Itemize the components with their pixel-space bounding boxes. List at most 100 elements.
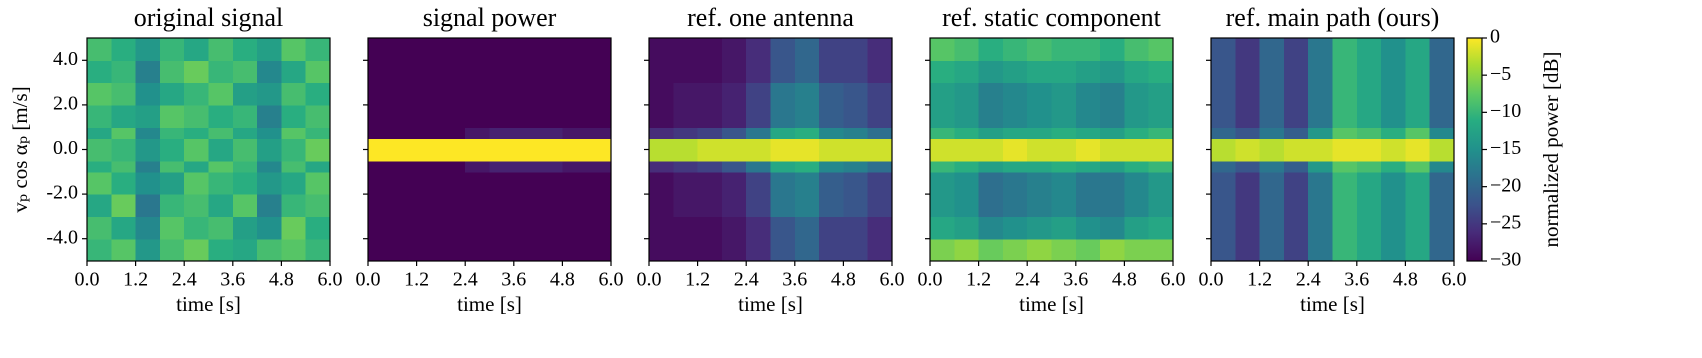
heatmap-cell <box>697 194 723 217</box>
heatmap-cell <box>1429 238 1455 262</box>
x-tick-label: 6.0 <box>318 269 343 291</box>
heatmap-cell <box>794 82 820 106</box>
heatmap-cell <box>1002 171 1028 195</box>
heatmap-cell <box>954 82 980 106</box>
heatmap-cell <box>1259 160 1285 173</box>
heatmap-cell <box>746 104 772 128</box>
x-tick-label: 4.8 <box>831 269 856 291</box>
heatmap-cell <box>819 138 844 162</box>
heatmap-cell <box>305 38 331 61</box>
heatmap-cell <box>135 238 161 262</box>
heatmap-cell <box>1356 138 1382 162</box>
heatmap-cell <box>673 160 699 173</box>
heatmap-cell <box>978 38 1004 61</box>
heatmap-cell <box>538 238 563 262</box>
heatmap-cell <box>440 216 466 240</box>
heatmap-cell <box>232 160 258 173</box>
heatmap-cell <box>513 82 539 106</box>
heatmap-cell <box>954 38 980 61</box>
heatmap-cell <box>1332 38 1358 61</box>
heatmap-cell <box>794 127 820 139</box>
heatmap-cell <box>1051 60 1077 84</box>
x-tick-label: 2.4 <box>1296 269 1321 291</box>
heatmap-cell <box>1308 216 1334 240</box>
heatmap-cell <box>1356 38 1382 61</box>
heatmap-cell <box>281 216 307 240</box>
heatmap-cell <box>1148 38 1174 61</box>
heatmap-cell <box>1027 104 1053 128</box>
heatmap-cell <box>673 238 699 262</box>
heatmap-cell <box>1124 104 1150 128</box>
heatmap-cell <box>1027 138 1053 162</box>
heatmap-cell <box>770 60 796 84</box>
heatmap-cell <box>1356 104 1382 128</box>
heatmap-cell <box>1259 127 1285 139</box>
heatmap-cell <box>465 127 491 139</box>
heatmap-cell <box>954 60 980 84</box>
heatmap-cell <box>87 38 112 61</box>
heatmap-cell <box>184 194 210 217</box>
heatmap-cell <box>1332 216 1358 240</box>
heatmap-cell <box>111 171 137 195</box>
heatmap-cell <box>746 194 772 217</box>
heatmap-cell <box>843 82 869 106</box>
heatmap-cell <box>978 82 1004 106</box>
heatmap-cell <box>1356 82 1382 106</box>
heatmap-cell <box>1405 160 1431 173</box>
heatmap-cell <box>562 60 588 84</box>
heatmap-cell <box>1075 82 1101 106</box>
heatmap-cell <box>649 216 674 240</box>
colorbar-tick-label: −10 <box>1490 100 1521 122</box>
heatmap-cell <box>135 138 161 162</box>
heatmap-cell <box>1429 194 1455 217</box>
y-tick-label: 4.0 <box>53 48 78 70</box>
heatmap-cell <box>1308 104 1334 128</box>
heatmap-cell <box>770 238 796 262</box>
heatmap-cell <box>867 160 893 173</box>
heatmap-cell <box>1051 194 1077 217</box>
heatmap-cell <box>465 104 491 128</box>
heatmap-cell <box>1356 171 1382 195</box>
heatmap-cell <box>1235 216 1261 240</box>
heatmap-cell <box>440 82 466 106</box>
heatmap-cell <box>1405 171 1431 195</box>
heatmap-cell <box>87 194 112 217</box>
heatmap-cell <box>1259 171 1285 195</box>
heatmap-cell <box>416 138 442 162</box>
heatmap-cell <box>1381 138 1406 162</box>
heatmap-cell <box>208 82 234 106</box>
x-tick-label: 6.0 <box>880 269 905 291</box>
x-tick-label: 3.6 <box>1063 269 1088 291</box>
heatmap-cell <box>978 60 1004 84</box>
heatmap-cell <box>1308 38 1334 61</box>
x-tick-label: 2.4 <box>453 269 478 291</box>
heatmap-cell <box>954 238 980 262</box>
heatmap-cell <box>1100 38 1125 61</box>
heatmap-cell <box>794 38 820 61</box>
x-tick-label: 0.0 <box>918 269 943 291</box>
heatmap-cell <box>673 216 699 240</box>
heatmap-cell <box>1283 60 1309 84</box>
heatmap-cell <box>1405 60 1431 84</box>
heatmap-cell <box>538 82 563 106</box>
heatmap-cell <box>930 60 955 84</box>
heatmap-cell <box>465 82 491 106</box>
heatmap-cell <box>673 38 699 61</box>
x-tick-label: 0.0 <box>637 269 662 291</box>
heatmap-cell <box>697 82 723 106</box>
heatmap-cell <box>305 138 331 162</box>
heatmap-cell <box>721 160 747 173</box>
heatmap-cell <box>770 171 796 195</box>
heatmap-cell <box>1283 104 1309 128</box>
heatmap-cell <box>586 60 612 84</box>
heatmap-cell <box>867 238 893 262</box>
heatmap-cell <box>465 194 491 217</box>
heatmap-cell <box>232 171 258 195</box>
heatmap-cell <box>513 38 539 61</box>
heatmap-cell <box>440 127 466 139</box>
heatmap-cell <box>586 194 612 217</box>
heatmap-cell <box>1051 127 1077 139</box>
heatmap-cell <box>87 138 112 162</box>
y-tick-label: -4.0 <box>46 226 78 248</box>
heatmap-cell <box>1148 238 1174 262</box>
